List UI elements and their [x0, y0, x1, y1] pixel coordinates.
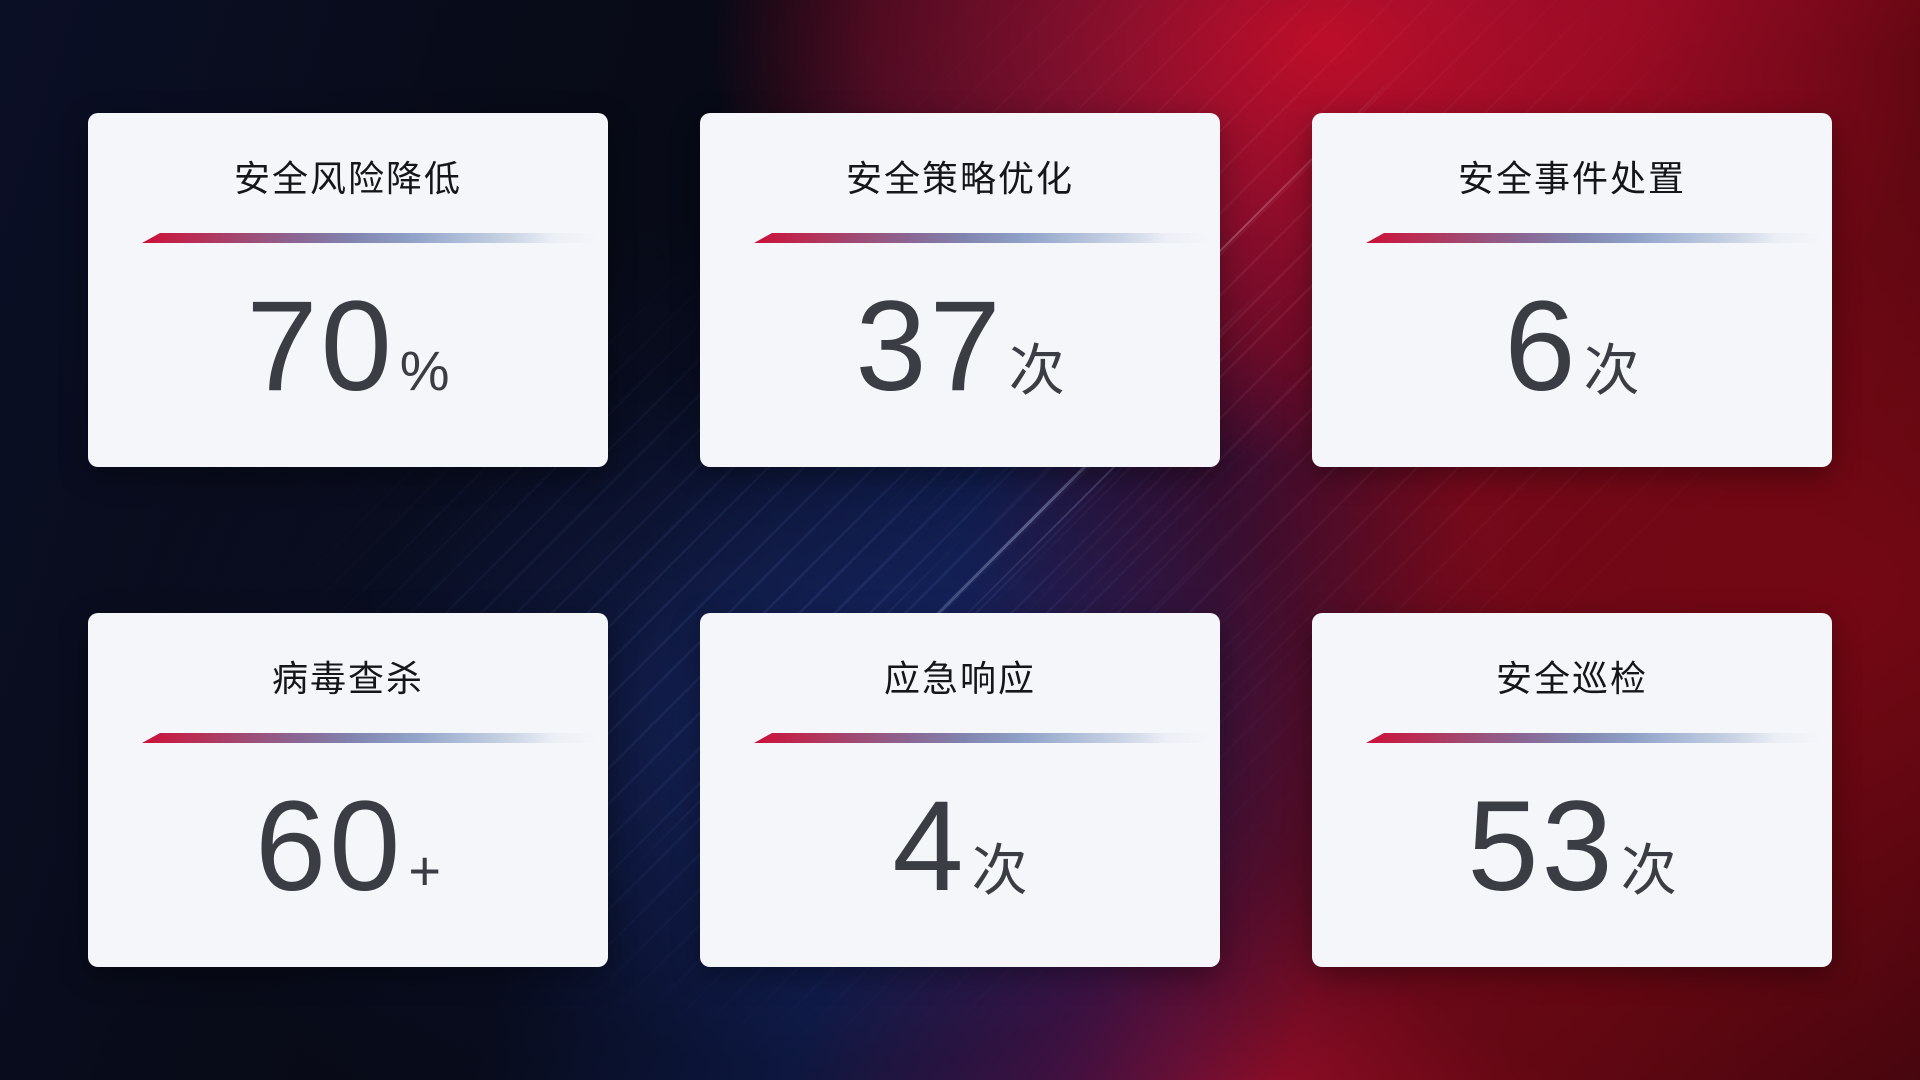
card-title: 病毒查杀	[271, 658, 424, 699]
stat-card-risk-reduction: 安全风险降低 70 %	[88, 113, 608, 467]
value-unit: %	[399, 339, 450, 402]
gradient-divider	[1366, 733, 1824, 743]
gradient-divider	[142, 233, 600, 243]
card-title: 安全巡检	[1495, 658, 1648, 699]
stat-card-virus-scan: 病毒查杀 60 +	[88, 613, 608, 967]
gradient-divider	[754, 233, 1212, 243]
stat-card-incident-handling: 安全事件处置 6 次	[1312, 113, 1832, 467]
card-value: 37 次	[700, 283, 1220, 411]
value-number: 37	[855, 275, 1004, 418]
stat-card-security-inspection: 安全巡检 53 次	[1312, 613, 1832, 967]
value-unit: +	[408, 839, 442, 902]
card-title: 安全事件处置	[1457, 158, 1686, 199]
value-number: 4	[892, 775, 967, 918]
card-value: 70 %	[88, 283, 608, 411]
card-value: 60 +	[88, 783, 608, 911]
card-value: 4 次	[700, 783, 1220, 911]
gradient-divider	[754, 733, 1212, 743]
value-number: 6	[1504, 275, 1579, 418]
card-title: 安全风险降低	[233, 158, 462, 199]
value-unit: 次	[971, 839, 1028, 902]
value-unit: 次	[1583, 339, 1640, 402]
value-number: 70	[246, 275, 395, 418]
value-number: 53	[1467, 775, 1616, 918]
card-value: 6 次	[1312, 283, 1832, 411]
card-title: 应急响应	[883, 658, 1036, 699]
card-value: 53 次	[1312, 783, 1832, 911]
gradient-divider	[142, 733, 600, 743]
stat-card-emergency-response: 应急响应 4 次	[700, 613, 1220, 967]
value-unit: 次	[1620, 839, 1677, 902]
card-title: 安全策略优化	[845, 158, 1074, 199]
value-number: 60	[254, 775, 404, 918]
gradient-divider	[1366, 233, 1824, 243]
stat-card-policy-optimization: 安全策略优化 37 次	[700, 113, 1220, 467]
stats-grid: 安全风险降低 70 % 安全策略优化 37 次 安全事件处置 6 次 病毒查	[88, 113, 1832, 967]
value-unit: 次	[1008, 339, 1065, 402]
